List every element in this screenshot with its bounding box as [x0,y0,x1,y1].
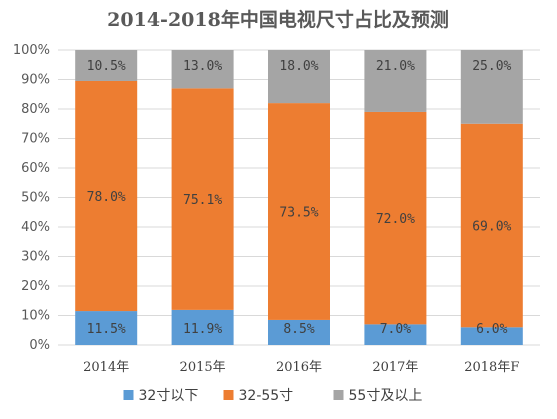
bar-segment [460,123,523,328]
data-label: 72.0% [376,212,415,227]
bar-segment [460,327,523,345]
data-label: 13.0% [183,59,222,74]
y-tick-label: 10% [21,309,50,324]
y-tick-label: 40% [21,220,50,235]
data-label: 11.9% [183,322,222,337]
y-tick-label: 70% [21,132,50,147]
data-label: 6.0% [476,322,507,337]
bar-segment [171,50,234,89]
legend-swatch [123,390,134,400]
data-label: 8.5% [283,322,314,337]
x-tick-label: 2018年F [464,360,519,375]
legend-label: 55寸及以上 [349,388,423,404]
y-tick-label: 20% [21,279,50,294]
data-label: 25.0% [472,59,511,74]
y-tick-label: 100% [13,43,50,58]
y-tick-label: 50% [21,191,50,206]
legend-label: 32寸以下 [139,388,199,404]
data-label: 73.5% [279,206,318,221]
bar-segment [171,88,234,310]
bar-segment [364,50,427,112]
bar-segment [171,309,234,345]
y-tick-label: 0% [29,338,50,353]
y-tick-label: 30% [21,250,50,265]
bar-segment [364,111,427,325]
bar-segment [75,80,138,312]
data-label: 11.5% [87,322,126,337]
data-label: 21.0% [376,59,415,74]
bar-segment [268,103,330,320]
data-label: 75.1% [183,193,222,208]
legend-swatch [223,390,234,400]
bar-segment [364,324,427,345]
bars [75,50,523,345]
x-tick-label: 2017年 [372,360,418,375]
y-axis-ticks: 0% 10% 20% 30% 40% 50% 60% 70% 80% 90% 100% [13,43,50,353]
data-label: 69.0% [472,220,511,235]
legend-label: 32-55寸 [239,388,294,404]
x-tick-label: 2016年 [276,360,322,375]
y-tick-label: 90% [21,73,50,88]
legend-swatch [333,390,344,400]
bar-segment [75,50,138,81]
data-label: 10.5% [87,59,126,74]
data-labels: 11.5% 78.0% 10.5% 11.9% 75.1% 13.0% 8.5% 73.5% 1… [87,59,512,337]
y-tick-label: 60% [21,161,50,176]
data-label: 7.0% [380,322,411,337]
bar-segment [268,50,330,104]
legend: 32寸以下 32-55寸 55寸及以上 [123,388,423,404]
y-tick-label: 80% [21,102,50,117]
bar-segment [460,50,523,124]
chart-title: 2014-2018年中国电视尺寸占比及预测 [107,8,449,31]
bar-segment [75,311,138,345]
data-label: 78.0% [87,190,126,205]
data-label: 18.0% [279,59,318,74]
x-axis-ticks: 2014年 2015年 2016年 2017年 2018年F [83,360,519,375]
x-tick-label: 2015年 [180,360,226,375]
x-tick-label: 2014年 [83,360,129,375]
bar-segment [268,319,330,345]
